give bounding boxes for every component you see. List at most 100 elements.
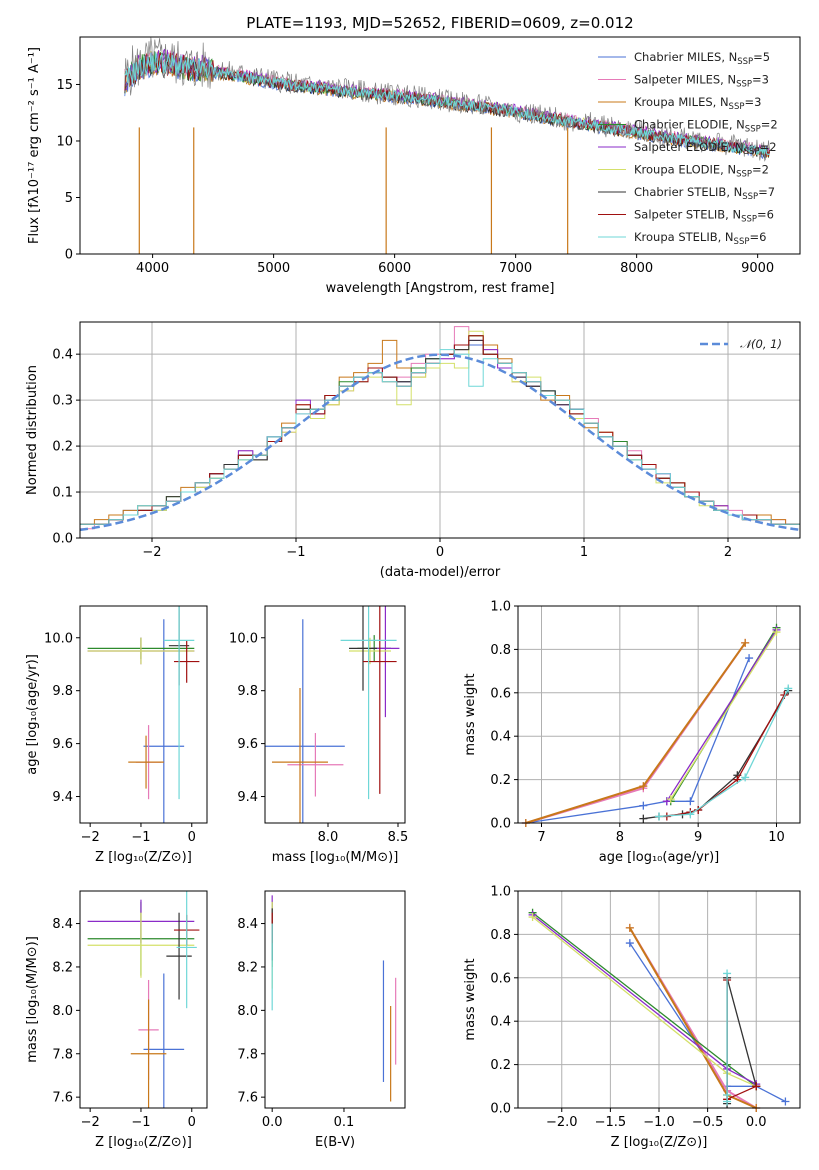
age-vs-Z-errorbars: [87, 606, 200, 823]
residuals-legend-entry: 𝒩(0, 1): [740, 337, 782, 351]
residuals-ytick-label: 0.2: [52, 440, 73, 455]
spectrum-ytick-label: 5: [65, 191, 73, 206]
legend-entry: Kroupa MILES, NSSP=3: [634, 95, 761, 112]
weight-vs-Z-ytick-label: 0.4: [490, 1015, 511, 1030]
mass-vs-ebv-axes: 0.0 0.1 7.6 7.8 8.0 8.2 8.4 E(B-V): [237, 917, 355, 1150]
spectrum-xtick-label: 7000: [499, 261, 532, 276]
spectrum-xtick-label: 8000: [620, 261, 653, 276]
weight-vs-Z-xlabel: Z [log₁₀(Z/Z⊙)]: [611, 1135, 708, 1150]
weight-vs-age-lines: [521, 623, 793, 827]
mass-vs-ebv-frame: [264, 890, 406, 1109]
weight-vs-Z-axes: −2.0 −1.5 −1.0 −0.5 0.0 0.0 0.2 0.4 0.6 0.8 1.0 Z […: [463, 885, 800, 1150]
legend-count: =6: [757, 208, 774, 222]
legend-entry: Salpeter ELODIE, NSSP=2: [634, 140, 777, 157]
spectrum-xtick-label: 9000: [741, 261, 774, 276]
age-vs-mass-xlabel: mass [log₁₀(M/M⊙)]: [272, 850, 399, 865]
weight-vs-Z-ytick-label: 1.0: [490, 885, 511, 900]
weight-vs-age-xtick-label: 7: [537, 830, 545, 845]
legend-entry: Salpeter STELIB, NSSP=6: [634, 208, 774, 225]
age-vs-Z-ytick-label: 10.0: [44, 631, 73, 646]
weight-vs-age-axes: 7 8 9 10 0.0 0.2 0.4 0.6 0.8 1.0 age [log₁₀(age/yr…: [463, 600, 800, 865]
weight-vs-Z-point-marker: [625, 939, 634, 948]
age-vs-mass-xtick-label: 8.5: [388, 830, 409, 845]
legend-subscript: SSP: [742, 192, 758, 202]
legend-count: =6: [749, 230, 766, 244]
mass-vs-Z-xtick-label: −1: [131, 1115, 150, 1130]
legend-count: =7: [758, 185, 775, 199]
mass-vs-Z-ylabel: mass [log₁₀(M/M⊙)]: [25, 936, 40, 1063]
residuals-ytick-label: 0.3: [52, 394, 73, 409]
residuals-hist-step: [80, 349, 800, 525]
mass-vs-ebv-ytick-label: 8.4: [237, 917, 258, 932]
weight-vs-Z-lines: [528, 908, 790, 1112]
spectrum-ytick-label: 15: [56, 78, 73, 93]
mass-vs-ebv-ytick-label: 7.8: [237, 1047, 258, 1062]
spectrum-axes: 4000 5000 6000 7000 8000 9000 0 5 10 15 wavelength…: [27, 47, 774, 296]
weight-vs-age-ytick-label: 0.6: [490, 686, 511, 701]
legend-count: =2: [761, 118, 778, 132]
legend-subscript: SSP: [734, 237, 750, 247]
residuals-hist: [80, 326, 800, 532]
weight-vs-age-series-line: [670, 631, 778, 800]
spectrum-legend: Chabrier MILES, NSSP=5 Salpeter MILES, NS…: [598, 50, 778, 247]
legend-subscript: SSP: [744, 147, 760, 157]
weight-vs-age-xlabel: age [log₁₀(age/yr)]: [599, 850, 720, 865]
legend-entry: Chabrier MILES, NSSP=5: [634, 50, 770, 67]
mass-vs-Z-ytick-label: 7.8: [52, 1047, 73, 1062]
residuals-xtick-label: −2: [142, 545, 161, 560]
weight-vs-age-ytick-label: 0.2: [490, 773, 511, 788]
legend-subscript: SSP: [729, 102, 745, 112]
age-vs-Z-ytick-label: 9.4: [52, 790, 73, 805]
weight-vs-age-point-marker: [694, 805, 703, 814]
weight-vs-Z-ytick-label: 0.2: [490, 1058, 511, 1073]
mass-vs-ebv-ytick-label: 8.0: [237, 1004, 258, 1019]
spectrum-xtick-label: 5000: [257, 261, 290, 276]
age-vs-Z-frame: [79, 605, 208, 824]
age-vs-Z-ytick-label: 9.8: [52, 684, 73, 699]
mass-vs-Z-frame: [79, 890, 208, 1109]
weight-vs-age-point-marker: [741, 773, 750, 782]
weight-vs-Z-xtick-label: −1.0: [643, 1115, 675, 1130]
residuals-xtick-label: 1: [580, 545, 588, 560]
legend-count: =2: [752, 163, 769, 177]
legend-entry: Chabrier ELODIE, NSSP=2: [634, 118, 778, 135]
legend-subscript: SSP: [736, 80, 752, 90]
weight-vs-Z-point-marker: [528, 913, 537, 922]
residuals-ytick-label: 0.0: [52, 532, 73, 547]
spectrum-observed-line: [124, 37, 770, 162]
mass-vs-Z-xtick-label: 0: [188, 1115, 196, 1130]
residuals-xlabel: (data-model)/error: [380, 565, 501, 580]
legend-subscript: SSP: [745, 125, 761, 135]
weight-vs-age-ytick-label: 1.0: [490, 600, 511, 615]
legend-entry: Salpeter MILES, NSSP=3: [634, 73, 769, 90]
weight-vs-age-point-marker: [784, 684, 793, 693]
residuals-xtick-label: 2: [724, 545, 732, 560]
weight-vs-age-ylabel: mass weight: [463, 673, 478, 755]
mass-vs-Z-ytick-label: 7.6: [52, 1091, 73, 1106]
weight-vs-age-xtick-label: 8: [616, 830, 624, 845]
weight-vs-age-ytick-label: 0.8: [490, 643, 511, 658]
weight-vs-Z-point-marker: [723, 969, 732, 978]
weight-vs-age-point-marker: [639, 782, 648, 791]
weight-vs-Z-frame: [517, 890, 801, 1109]
mass-vs-Z-ytick-label: 8.2: [52, 960, 73, 975]
age-vs-mass-xtick-label: 8.0: [318, 830, 339, 845]
spectrum-xtick-label: 6000: [378, 261, 411, 276]
weight-vs-age-series-line: [666, 629, 778, 802]
mass-vs-ebv-xtick-label: 0.1: [334, 1115, 355, 1130]
legend-count: =3: [744, 95, 761, 109]
age-vs-mass-ytick-label: 9.6: [237, 737, 258, 752]
figure-title: PLATE=1193, MJD=52652, FIBERID=0609, z=0…: [246, 14, 633, 32]
spectrum-xtick-label: 4000: [136, 261, 169, 276]
age-vs-mass-ytick-label: 9.8: [237, 684, 258, 699]
spectrum-model-line: [124, 51, 770, 156]
weight-vs-age-point-marker: [741, 638, 750, 647]
weight-vs-age-point-marker: [666, 795, 675, 804]
spectrum-ytick-label: 10: [56, 134, 73, 149]
mass-vs-Z-xlabel: Z [log₁₀(Z/Z⊙)]: [95, 1135, 192, 1150]
spectrum-ytick-label: 0: [65, 248, 73, 263]
age-vs-Z-xtick-label: −2: [81, 830, 100, 845]
mass-vs-Z-xtick-label: −2: [81, 1115, 100, 1130]
legend-entry: Kroupa ELODIE, NSSP=2: [634, 163, 769, 180]
legend-entry: Kroupa STELIB, NSSP=6: [634, 230, 766, 247]
